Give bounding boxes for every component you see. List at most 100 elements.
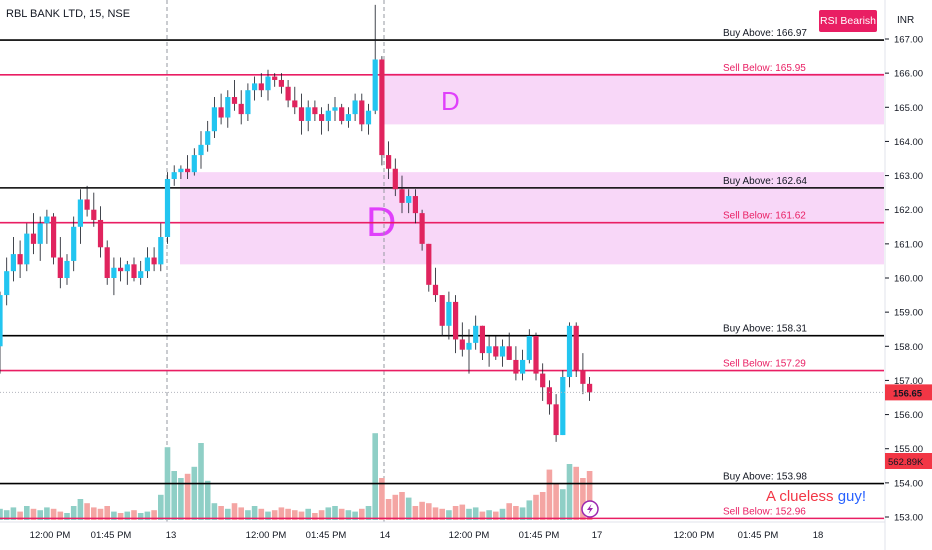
candle-body	[77, 199, 83, 227]
volume-bar	[499, 508, 506, 520]
candle-body	[51, 216, 57, 258]
candle-body	[138, 271, 144, 278]
time-tick-label: 12:00 PM	[246, 530, 287, 541]
volume-bar	[117, 513, 124, 520]
volume-bar	[379, 478, 385, 520]
volume-bar	[526, 500, 533, 520]
candle-body	[520, 359, 526, 374]
volume-bar	[359, 508, 365, 520]
time-tick-label: 14	[380, 530, 391, 541]
volume-value: 562.89K	[888, 457, 924, 468]
candle-body	[111, 267, 117, 278]
volume-bar	[332, 506, 338, 520]
volume-bar	[352, 511, 358, 520]
volume-tag	[885, 453, 932, 469]
volume-bar	[37, 510, 43, 520]
candle-body	[526, 336, 532, 360]
candle-body	[71, 226, 77, 261]
volume-bar	[44, 507, 50, 520]
volume-bar	[144, 511, 151, 520]
volume-bar	[131, 510, 137, 520]
candle-body	[533, 336, 539, 374]
volume-bar	[305, 508, 311, 520]
demand-zone	[384, 73, 884, 125]
candle-body	[124, 264, 130, 272]
candle-body	[64, 260, 70, 278]
candle-body	[352, 100, 358, 115]
candle-body	[37, 223, 43, 244]
candle-body	[30, 233, 37, 244]
volume-bar	[566, 464, 573, 520]
time-tick-label: 12:00 PM	[449, 530, 490, 541]
candle-body	[292, 100, 298, 108]
chart-title: RBL BANK LTD, 15, NSE	[6, 8, 131, 20]
volume-bar	[24, 506, 30, 520]
volume-bar	[399, 492, 405, 520]
zone-label: D	[441, 86, 460, 116]
candle-body	[359, 100, 365, 125]
volume-bar	[225, 508, 231, 520]
volume-bar	[459, 504, 466, 520]
candle-body	[573, 325, 579, 371]
volume-bar	[191, 466, 198, 520]
price-tick-label: 157.00	[894, 376, 923, 387]
volume-bar	[124, 511, 131, 520]
volume-bar	[432, 507, 439, 520]
time-tick-label: 01:45 PM	[738, 530, 779, 541]
volume-bar	[178, 478, 184, 520]
volume-bar	[84, 503, 90, 520]
time-tick-label: 12:00 PM	[30, 530, 71, 541]
candle-body	[493, 346, 499, 357]
level-label: Buy Above: 166.97	[723, 28, 807, 39]
candle-body	[97, 219, 104, 248]
candle-body	[345, 114, 351, 121]
volume-bar	[198, 443, 204, 520]
candle-body	[453, 301, 459, 340]
price-tick-label: 158.00	[894, 342, 923, 353]
volume-bar	[292, 510, 298, 520]
candle-body	[265, 76, 271, 91]
candle-body	[426, 243, 432, 285]
price-tick-label: 166.00	[894, 69, 923, 80]
candle-body	[238, 103, 244, 115]
candle-body	[339, 107, 345, 121]
candle-body	[473, 325, 479, 343]
volume-bar	[285, 508, 291, 520]
candle-body	[305, 107, 311, 121]
candle-body	[225, 97, 231, 118]
candle-body	[118, 267, 124, 272]
volume-bar	[50, 508, 57, 520]
volume-bar	[151, 510, 157, 520]
candle-body	[419, 213, 425, 244]
candle-body	[412, 196, 418, 214]
candle-body	[332, 107, 338, 111]
candle-body	[285, 86, 291, 101]
volume-bar	[17, 511, 23, 520]
candle-body	[560, 377, 566, 436]
level-label: Buy Above: 162.64	[723, 176, 807, 187]
volume-bar	[278, 507, 285, 520]
volume-bar	[446, 510, 452, 520]
volume-bar	[265, 511, 271, 520]
level-label: Sell Below: 157.29	[723, 359, 806, 370]
candle-body	[587, 383, 593, 393]
volume-bar	[245, 510, 251, 520]
time-tick-label: 12:00 PM	[674, 530, 715, 541]
volume-bar	[231, 503, 238, 520]
volume-bar	[365, 506, 372, 520]
price-tick-label: 159.00	[894, 308, 923, 319]
candle-body	[399, 189, 405, 203]
watermark: A clueless guy!	[766, 488, 866, 505]
candle-body	[17, 254, 23, 265]
volume-bar	[298, 511, 305, 520]
candle-body	[392, 168, 398, 190]
volume-bar	[405, 497, 412, 520]
candle-body	[164, 178, 171, 238]
watermark-word-1: A clueless	[766, 488, 834, 505]
currency-label[interactable]: INR	[897, 15, 915, 26]
candle-body	[546, 387, 552, 405]
rsi-bearish-badge[interactable]: RSI Bearish	[819, 10, 877, 32]
level-label: Buy Above: 153.98	[723, 472, 807, 483]
price-tick-label: 163.00	[894, 171, 923, 182]
